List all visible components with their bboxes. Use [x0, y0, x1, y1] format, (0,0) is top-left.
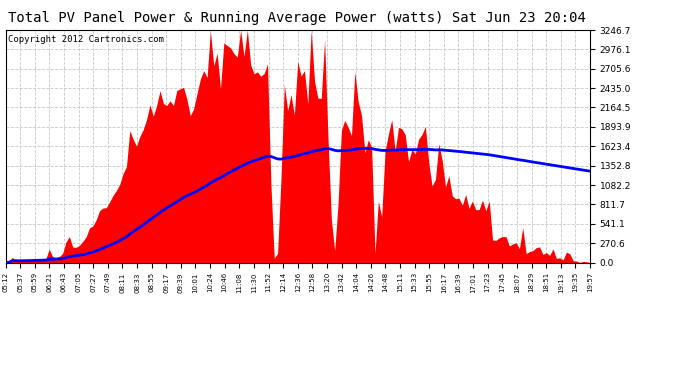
Text: Copyright 2012 Cartronics.com: Copyright 2012 Cartronics.com	[8, 34, 164, 44]
Text: Total PV Panel Power & Running Average Power (watts) Sat Jun 23 20:04: Total PV Panel Power & Running Average P…	[8, 11, 586, 25]
